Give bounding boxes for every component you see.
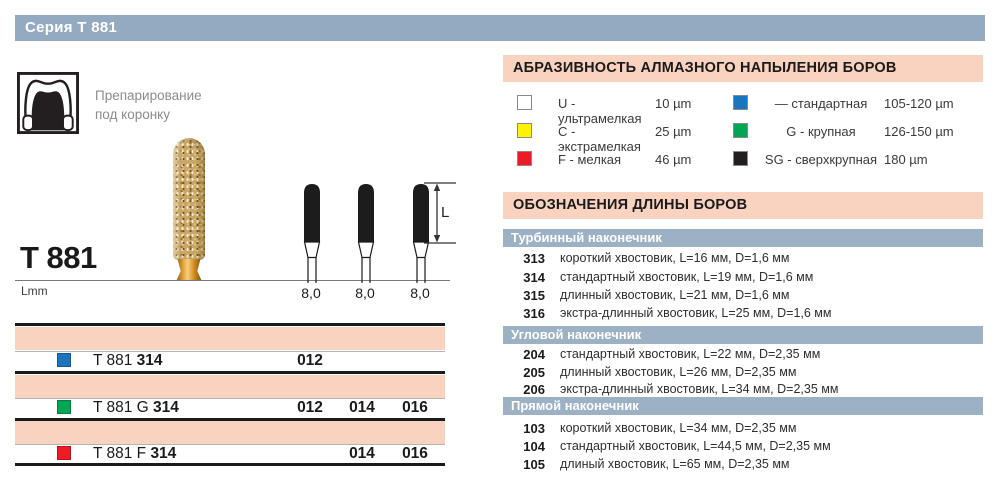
bur-photo-gold-shank [176,259,202,281]
grit-legend-value: 105-120 µm [884,96,954,111]
variant-size-014: 014 [349,399,375,416]
shank-desc: длинный хвостовик, L=26 мм, D=2,35 мм [560,365,797,379]
indication-text: Препарирование под коронку [95,86,202,124]
table-rule [15,444,445,445]
grit-legend-value: 10 µm [655,96,692,111]
shank-code: 314 [523,270,545,285]
indication-line-2: под коронку [95,107,170,122]
tip-size-3: 8,0 [410,285,430,301]
bur-silhouette-1 [303,184,321,283]
variant-size-014: 014 [349,445,375,462]
variant-prefix: T 881 G [93,399,154,416]
shank-code: 105 [523,457,545,472]
table-rule [15,351,445,352]
section-header-contra-angle: Угловой наконечник [503,326,983,344]
shank-code: 104 [523,439,545,454]
variant-row-standard: T 881 314 012 [15,352,445,370]
grit-legend-label: — стандартная [774,96,868,111]
grit-legend-value: 126-150 µm [884,124,954,139]
shank-desc: длинный хвостовик, L=21 мм, D=1,6 мм [560,288,790,302]
variant-label: T 881 F 314 [93,445,176,463]
section-header-straight: Прямой наконечник [503,397,983,415]
grit-legend-swatch-extrafine [517,123,532,138]
variant-size-012: 012 [297,352,323,369]
grit-legend-label: SG - сверхкрупная [764,152,878,167]
grit-legend-label: G - крупная [786,124,856,139]
shank-code: 315 [523,288,545,303]
length-dimension-label: L [441,204,450,221]
shank-desc: короткий хвостовик, L=34 мм, D=2,35 мм [560,421,797,435]
indication-line-1: Препарирование [95,88,202,103]
table-rule [15,418,445,421]
variant-shank-code: 314 [153,399,179,416]
table-rule [15,323,445,326]
series-header-bar: Серия Т 881 [15,15,985,41]
table-rule [15,463,445,466]
lengths-title: ОБОЗНАЧЕНИЯ ДЛИНЫ БОРОВ [503,192,983,219]
shank-desc: стандартный хвостовик, L=44,5 мм, D=2,35… [560,439,831,453]
variant-prefix: T 881 [93,352,137,369]
grit-swatch-standard [57,353,71,367]
grit-legend-swatch-fine [517,151,532,166]
grit-swatch-fine [57,446,71,460]
tip-size-1: 8,0 [301,285,321,301]
table-band [15,375,445,398]
grit-legend-label: C - экстрамелкая [558,124,641,154]
length-dimension-marker [424,182,456,244]
grit-legend-swatch-coarse [733,123,748,138]
variant-size-016: 016 [402,445,428,462]
grit-legend-value: 25 µm [655,124,692,139]
grit-legend-swatch-supercoarse [733,151,748,166]
shank-code: 206 [523,382,545,397]
grit-legend-label: U - ультрамелкая [558,96,642,126]
baseline-rule [15,280,450,281]
section-header-turbine: Турбинный наконечник [503,229,983,247]
shank-desc: длиный хвостовик, L=65 мм, D=2,35 мм [560,457,790,471]
table-band [15,421,445,444]
shank-code: 313 [523,251,545,266]
shank-desc: экстра-длинный хвостовик, L=25 мм, D=1,6… [560,306,832,320]
table-band [15,327,445,350]
shank-code: 103 [523,421,545,436]
variant-row-coarse: T 881 G 314 012 014 016 [15,399,445,417]
variant-row-fine: T 881 F 314 014 016 [15,445,445,463]
abrasiveness-title: АБРАЗИВНОСТЬ АЛМАЗНОГО НАПЫЛЕНИЯ БОРОВ [503,55,983,82]
table-rule [15,398,445,399]
shank-code: 205 [523,365,545,380]
shank-code: 204 [523,347,545,362]
variant-size-016: 016 [402,399,428,416]
shank-desc: стандартный хвостовик, L=22 мм, D=2,35 м… [560,347,821,361]
grit-legend-value: 180 µm [884,152,928,167]
shank-desc: экстра-длинный хвостовик, L=34 мм, D=2,3… [560,382,839,396]
grit-legend-label: F - мелкая [558,152,622,167]
variant-label: T 881 314 [93,352,163,370]
tip-size-2: 8,0 [355,285,375,301]
bur-photo-diamond-head [173,138,205,260]
shank-desc: стандартный хвостовик, L=19 мм, D=1,6 мм [560,270,814,284]
crown-prep-icon [17,72,79,134]
variant-shank-code: 314 [136,352,163,369]
variant-size-012: 012 [297,399,323,416]
bur-silhouette-2 [357,184,375,283]
grit-legend-swatch-ultrafine [517,95,532,110]
variant-label: T 881 G 314 [93,399,179,417]
table-rule [15,371,445,374]
shank-desc: короткий хвостовик, L=16 мм, D=1,6 мм [560,251,790,265]
scale-label: Lmm [21,284,48,298]
bur-silhouette-3 [412,184,430,283]
grit-legend-swatch-standard [733,95,748,110]
product-name: T 881 [20,240,97,275]
shank-code: 316 [523,306,545,321]
variant-prefix: T 881 F [93,445,151,462]
grit-legend-value: 46 µm [655,152,692,167]
variant-shank-code: 314 [150,445,177,462]
grit-swatch-coarse [57,400,71,414]
